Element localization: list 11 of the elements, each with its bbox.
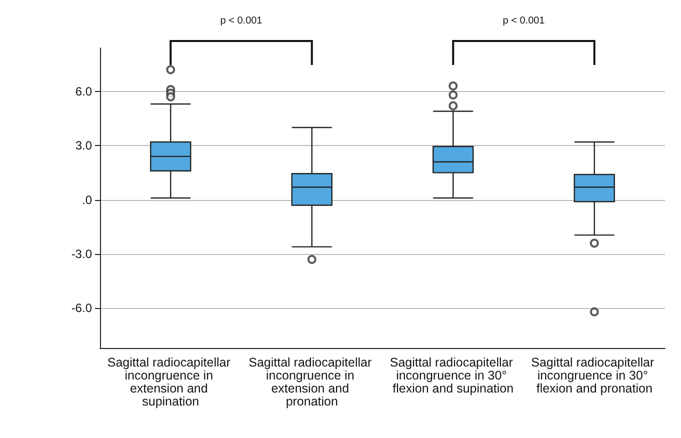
text: p < 0.001 (220, 16, 263, 26)
y-tick-label: -3.0 (71, 247, 92, 262)
y-tick-label: -6.0 (71, 301, 92, 316)
y-tick-label: 3.0 (75, 138, 92, 153)
y-tick-label: .0 (82, 192, 92, 207)
y-tick-label: 6.0 (75, 84, 92, 98)
x-tick-label: Sagittal radiocapitellar incongruence in extension and pronation (248, 356, 376, 408)
x-tick-label: Sagittal radiocapitellar incongruence in 30° flexion and supination (390, 356, 516, 396)
x-tick-label: Sagittal radiocapitellar incongruence in extension and supination (107, 356, 234, 408)
text: p < 0.001 (502, 16, 546, 26)
x-tick-label: Sagittal radiocapitellar incongruence in 30° flexion and pronation (531, 356, 658, 396)
